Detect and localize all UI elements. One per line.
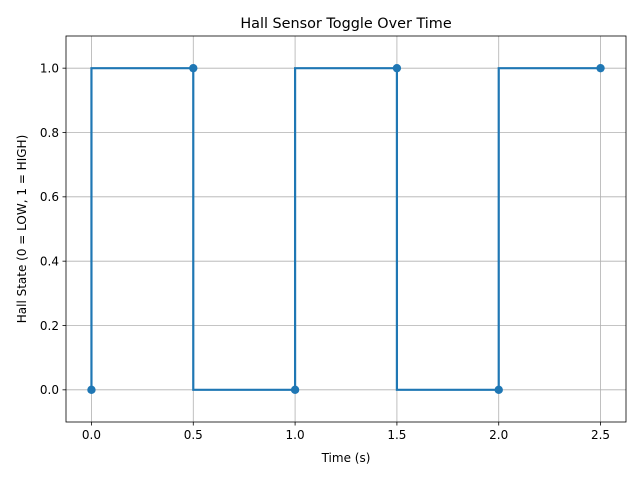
chart-title: Hall Sensor Toggle Over Time bbox=[240, 16, 452, 32]
y-tick-label: 0.8 bbox=[40, 126, 59, 140]
data-point bbox=[494, 385, 503, 395]
series-layer bbox=[87, 63, 605, 395]
y-axis-label: Hall State (0 = LOW, 1 = HIGH) bbox=[15, 135, 29, 324]
y-tick-label: 1.0 bbox=[40, 61, 59, 75]
data-point bbox=[87, 385, 96, 395]
y-tick-label: 0.4 bbox=[40, 254, 59, 268]
x-axis-label: Time (s) bbox=[321, 451, 371, 465]
x-tick-label: 2.0 bbox=[489, 428, 508, 442]
series-line bbox=[90, 67, 601, 391]
y-tick-label: 0.6 bbox=[40, 190, 59, 204]
plot-frame bbox=[65, 35, 627, 423]
x-tick-label: 0.0 bbox=[82, 428, 101, 442]
grid bbox=[66, 36, 626, 422]
y-tick-label: 0.0 bbox=[40, 383, 59, 397]
x-tick-label: 1.5 bbox=[387, 428, 406, 442]
data-point bbox=[189, 63, 198, 73]
data-point bbox=[290, 385, 300, 395]
x-tick-label: 1.0 bbox=[286, 428, 305, 442]
ticks: 0.0 0.5 1.0 1.5 2.0 2.5 0.0 0.2 0.4 0.6 0.8 1.0 bbox=[40, 61, 610, 442]
x-tick-label: 0.5 bbox=[184, 428, 203, 442]
data-point bbox=[596, 63, 605, 73]
data-point bbox=[392, 63, 402, 73]
x-tick-label: 2.5 bbox=[591, 428, 610, 442]
y-tick-label: 0.2 bbox=[40, 319, 59, 333]
